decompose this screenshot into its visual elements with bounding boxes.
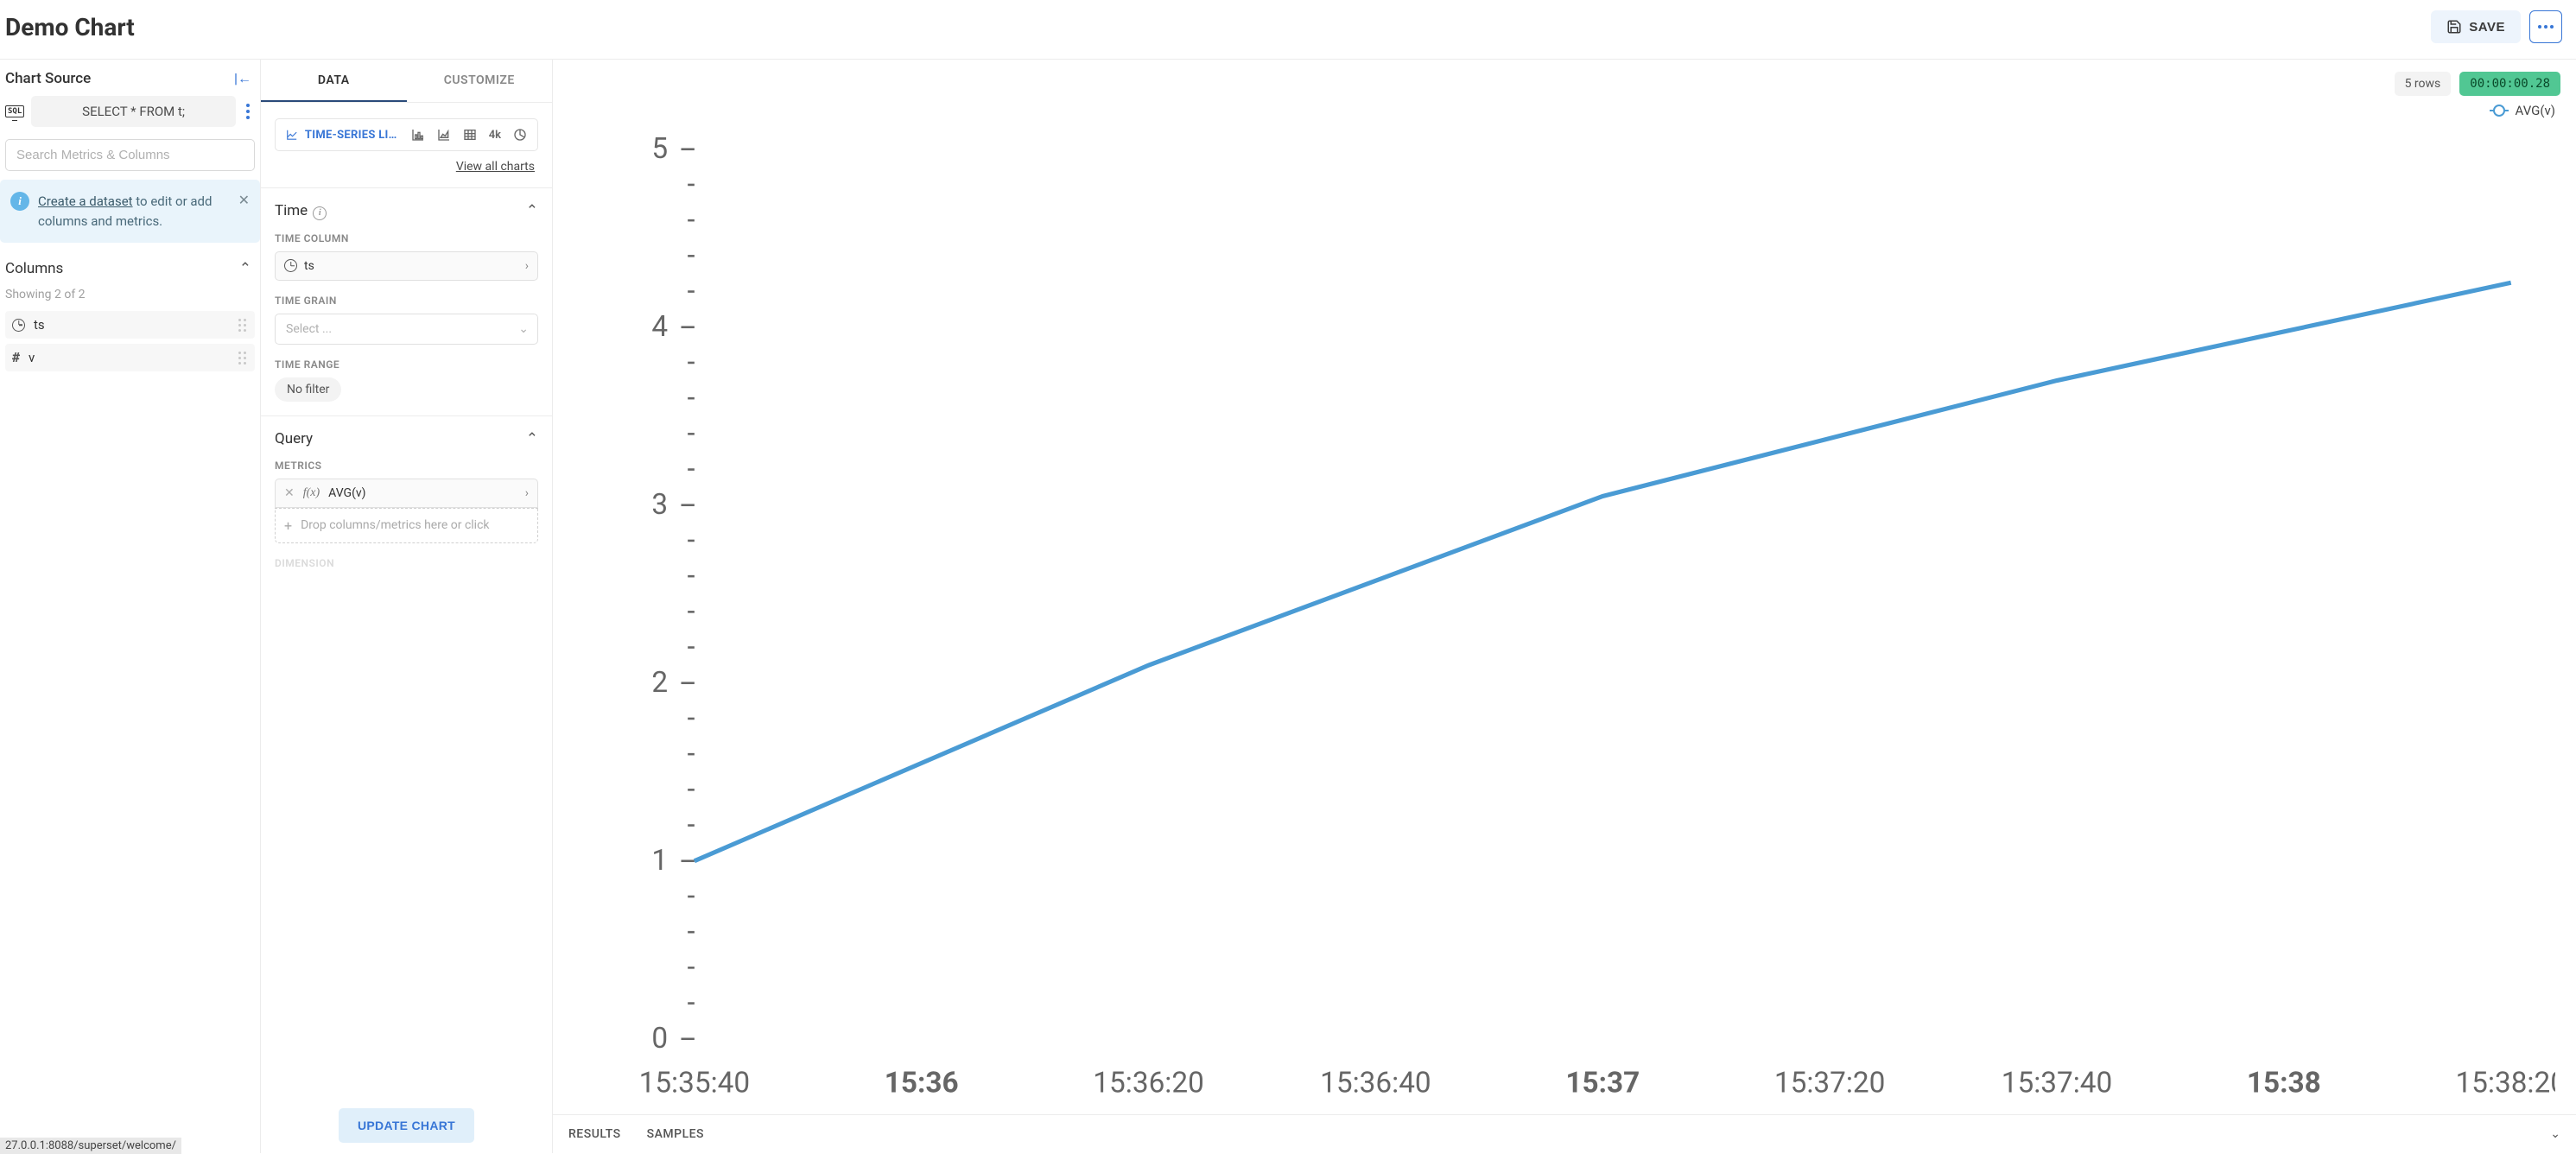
legend-label: AVG(v) [2516, 103, 2555, 118]
svg-text:3: 3 [651, 488, 668, 522]
remove-metric-icon[interactable]: ✕ [284, 486, 295, 500]
viz-type-label: TIME-SERIES LINE … [305, 129, 401, 142]
metric-dropzone[interactable]: + Drop columns/metrics here or click [275, 508, 538, 543]
metric-value: AVG(v) [328, 486, 365, 500]
number-icon: # [12, 350, 20, 365]
chevron-up-icon[interactable]: ⌃ [526, 202, 538, 219]
query-section-header: Query [275, 430, 313, 447]
page-title: Demo Chart [5, 13, 135, 41]
time-grain-placeholder: Select ... [286, 322, 332, 336]
svg-text:0: 0 [651, 1022, 668, 1056]
time-range-label: TIME RANGE [275, 358, 538, 371]
drag-handle-icon[interactable] [238, 352, 246, 365]
query-time-badge: 00:00:00.28 [2459, 72, 2560, 96]
column-v[interactable]: # v [5, 344, 255, 371]
view-all-charts-link[interactable]: View all charts [456, 160, 535, 174]
svg-text:1: 1 [651, 844, 668, 878]
showing-count: Showing 2 of 2 [0, 281, 260, 308]
dimensions-label: DIMENSION [275, 557, 538, 569]
save-label: SAVE [2469, 20, 2505, 35]
chart-source-label: Chart Source [5, 70, 91, 87]
time-column-label: TIME COLUMN [275, 232, 538, 244]
row-count-badge: 5 rows [2395, 72, 2452, 96]
svg-text:15:38: 15:38 [2247, 1066, 2321, 1100]
tab-customize[interactable]: CUSTOMIZE [407, 60, 553, 102]
line-chart: 0 1 2 3 4 5 15:35:40 15:36 15:36:20 15:36:40 15:37… [562, 127, 2555, 1106]
svg-text:5: 5 [651, 132, 668, 166]
svg-text:2: 2 [651, 666, 668, 700]
column-label: v [29, 350, 35, 365]
svg-text:15:37:40: 15:37:40 [2002, 1066, 2113, 1100]
clock-icon [284, 259, 297, 272]
time-column-select[interactable]: ts › [275, 251, 538, 281]
time-column-value: ts [304, 259, 314, 273]
table-icon[interactable] [463, 128, 477, 142]
time-grain-select[interactable]: Select ... ⌄ [275, 314, 538, 345]
info-icon: i [10, 192, 29, 211]
svg-text:15:36:20: 15:36:20 [1093, 1066, 1204, 1100]
chevron-up-icon[interactable]: ⌃ [526, 430, 538, 447]
svg-text:15:36: 15:36 [885, 1066, 959, 1100]
config-panel: DATA CUSTOMIZE TIME-SERIES LINE … 4k Vie… [261, 60, 553, 1153]
time-grain-label: TIME GRAIN [275, 295, 538, 307]
drag-handle-icon[interactable] [238, 319, 246, 332]
chevron-down-icon[interactable]: ⌄ [2550, 1127, 2560, 1141]
sql-source-pill[interactable]: SELECT * FROM t; [31, 96, 236, 127]
metric-item[interactable]: ✕ f(x) AVG(v) › [275, 479, 538, 508]
tab-data[interactable]: DATA [261, 60, 407, 102]
close-icon[interactable]: ✕ [238, 190, 250, 211]
svg-text:15:37:20: 15:37:20 [1774, 1066, 1886, 1100]
ellipsis-icon [2538, 25, 2554, 29]
big-number-icon[interactable]: 4k [489, 128, 501, 142]
svg-text:15:35:40: 15:35:40 [639, 1066, 751, 1100]
chevron-up-icon[interactable]: ⌃ [239, 260, 251, 277]
bar-chart-icon[interactable] [411, 128, 425, 142]
chart-panel: 5 rows 00:00:00.28 AVG(v) 0 1 2 3 4 5 15:35:40… [553, 60, 2576, 1153]
tab-samples[interactable]: SAMPLES [647, 1127, 704, 1141]
info-icon[interactable]: i [313, 206, 327, 220]
svg-text:15:38:20: 15:38:20 [2455, 1066, 2555, 1100]
metrics-label: METRICS [275, 460, 538, 472]
dropzone-label: Drop columns/metrics here or click [301, 518, 489, 532]
svg-text:15:37: 15:37 [1565, 1066, 1640, 1100]
legend-marker [2490, 110, 2509, 111]
source-menu-button[interactable] [243, 100, 253, 123]
svg-text:15:36:40: 15:36:40 [1320, 1066, 1431, 1100]
plus-icon: + [284, 517, 292, 534]
chart-source-sidebar: Chart Source |← SQL SELECT * FROM t; i ✕… [0, 60, 261, 1153]
line-chart-icon [286, 128, 298, 142]
area-chart-icon[interactable] [437, 128, 451, 142]
info-banner: i ✕ Create a dataset to edit or add colu… [0, 180, 260, 243]
save-icon [2446, 19, 2462, 35]
clock-icon [12, 319, 25, 332]
collapse-sidebar-icon[interactable]: |← [234, 70, 251, 87]
time-section-header: Time [275, 202, 308, 219]
tab-results[interactable]: RESULTS [568, 1127, 621, 1141]
pie-chart-icon[interactable] [513, 128, 527, 142]
chevron-down-icon: ⌄ [518, 322, 529, 336]
more-button[interactable] [2529, 10, 2562, 43]
viz-type-selector[interactable]: TIME-SERIES LINE … 4k [275, 118, 538, 151]
time-range-pill[interactable]: No filter [275, 377, 341, 402]
fx-icon: f(x) [303, 486, 320, 500]
status-bar-url: 27.0.0.1:8088/superset/welcome/ [0, 1138, 181, 1154]
chevron-right-icon: › [525, 259, 529, 273]
sql-icon: SQL [5, 105, 24, 117]
search-input[interactable] [5, 139, 255, 171]
update-chart-button[interactable]: UPDATE CHART [339, 1108, 474, 1143]
chevron-right-icon: › [525, 486, 529, 500]
columns-header: Columns [5, 260, 63, 277]
create-dataset-link[interactable]: Create a dataset [38, 193, 133, 209]
svg-text:4: 4 [651, 310, 668, 344]
column-ts[interactable]: ts [5, 311, 255, 339]
save-button[interactable]: SAVE [2431, 10, 2521, 43]
column-label: ts [34, 317, 45, 333]
